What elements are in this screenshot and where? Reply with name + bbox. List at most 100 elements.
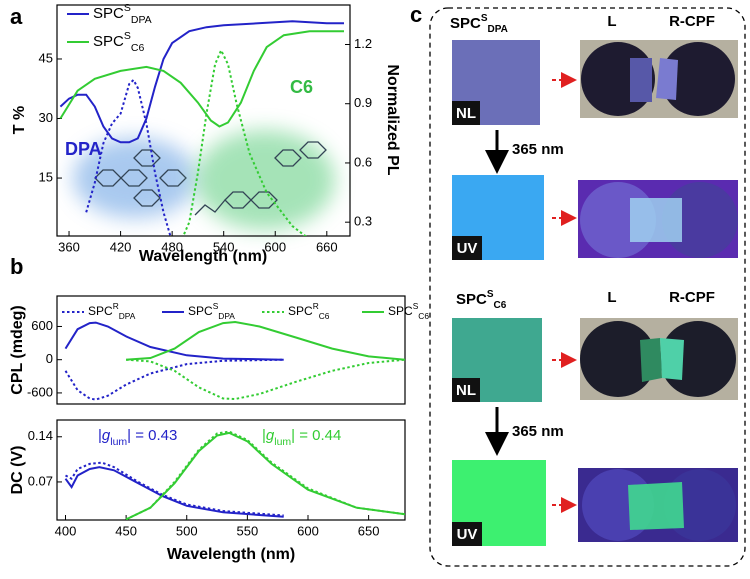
step-label: 365 nm <box>512 141 564 158</box>
y2-axis-label: Normalized PL <box>384 64 401 175</box>
x-tick-label: 450 <box>115 523 137 538</box>
legend-label: SPCRDPA <box>88 301 136 321</box>
annotation-part: | <box>98 427 102 444</box>
legend-sup: S <box>213 301 219 311</box>
y2-tick-label: 0.3 <box>354 214 372 229</box>
film-piece <box>628 482 684 530</box>
filter-disc <box>661 42 735 116</box>
legend-sup: R <box>113 301 119 311</box>
y-tick-label: -600 <box>27 384 53 399</box>
photo-tag <box>452 378 480 402</box>
film-piece <box>640 338 662 382</box>
series-line <box>59 30 344 128</box>
legend-sub: C6 <box>418 311 429 321</box>
x-axis-label: Wavelength (nm) <box>167 546 295 563</box>
series-line <box>64 466 284 518</box>
legend-name: SPC <box>88 304 113 318</box>
film-piece <box>660 338 684 380</box>
y-tick-label: 45 <box>39 50 53 65</box>
legend-name: SPC <box>93 5 124 22</box>
legend-label: SPCSC6 <box>93 30 144 54</box>
y-tick-label: 600 <box>31 318 53 333</box>
sample-heading: SPCSDPA <box>450 13 508 35</box>
photo-tag-label: NL <box>456 382 476 399</box>
panel-c: c SPCSDPA L R-CPF NL 365 nm UV SPCSC6 L … <box>410 2 746 567</box>
annotation-part: lum <box>110 436 127 448</box>
x-tick-label: 500 <box>176 523 198 538</box>
series-line <box>125 430 405 520</box>
filter-label: L <box>607 13 616 30</box>
legend-sup: S <box>124 30 131 42</box>
photo-tag <box>452 101 480 125</box>
annotation-part: | = 0.43 <box>127 427 177 444</box>
film-piece <box>630 58 652 102</box>
panel-label: c <box>410 2 422 27</box>
x-tick-label: 400 <box>55 523 77 538</box>
legend-label: SPCSDPA <box>188 301 235 321</box>
legend-sub: C6 <box>131 42 145 54</box>
legend-label: SPCSC6 <box>388 301 429 321</box>
photo-tag-label: UV <box>457 240 478 257</box>
sample-heading: SPCSC6 <box>456 289 507 311</box>
x-tick-label: 600 <box>297 523 319 538</box>
x-axis-label: Wavelength (nm) <box>139 248 267 265</box>
series-line <box>85 78 172 236</box>
annotation-part: g <box>266 427 275 444</box>
legend-name: SPC <box>188 304 213 318</box>
annotation-part: | = 0.44 <box>291 427 341 444</box>
plot-frame <box>56 295 406 405</box>
film-piece <box>656 58 678 100</box>
x-tick-label: 420 <box>110 239 132 254</box>
legend-label: SPCSDPA <box>93 2 152 26</box>
legend-sup: S <box>413 301 419 311</box>
panel-label: b <box>10 254 23 279</box>
x-tick-label: 550 <box>237 523 259 538</box>
film-piece <box>630 198 682 242</box>
legend-sup: S <box>124 2 131 14</box>
plot-frame <box>56 4 351 237</box>
legend-sup: R <box>313 301 319 311</box>
legend-sub: DPA <box>119 311 136 321</box>
legend-label: SPCRC6 <box>288 301 330 321</box>
y2-tick-label: 1.2 <box>354 36 372 51</box>
molecule-c6 <box>194 130 335 230</box>
y-tick-label: 0 <box>46 351 53 366</box>
legend-name: SPC <box>288 304 313 318</box>
y-axis-label: T % <box>11 106 28 134</box>
x-tick-label: 480 <box>161 239 183 254</box>
y-tick-label: 15 <box>39 169 53 184</box>
filter-label: R-CPF <box>669 289 715 306</box>
series-line <box>182 48 307 236</box>
annotation: DPA <box>65 139 102 159</box>
x-tick-label: 650 <box>358 523 380 538</box>
photo-tag-label: NL <box>456 105 476 122</box>
annotation: |glum| = 0.44 <box>262 427 341 448</box>
series-line <box>126 320 405 361</box>
filter-label: R-CPF <box>669 13 715 30</box>
legend-name: SPC <box>388 304 413 318</box>
molecule-dpa <box>73 138 197 218</box>
x-tick-label: 600 <box>264 239 286 254</box>
panel-border <box>429 7 746 567</box>
series-line <box>65 461 284 517</box>
legend-sub: DPA <box>218 311 235 321</box>
plot-frame <box>56 419 406 521</box>
x-tick-label: 360 <box>58 239 80 254</box>
x-tick-label: 540 <box>213 239 235 254</box>
photo-tag <box>452 236 482 260</box>
panel-label: a <box>10 4 23 29</box>
series-line <box>64 321 284 361</box>
y2-tick-label: 0.6 <box>354 154 372 169</box>
series-line <box>126 358 405 401</box>
annotation: C6 <box>290 77 313 97</box>
y-tick-label: 30 <box>39 110 53 125</box>
series-line <box>125 431 405 520</box>
legend-sub: C6 <box>319 311 330 321</box>
photo-tag <box>452 522 482 546</box>
x-tick-label: 660 <box>316 239 338 254</box>
series-line <box>64 358 284 401</box>
legend-name: SPC <box>93 33 124 50</box>
y2-tick-label: 0.9 <box>354 95 372 110</box>
annotation-part: lum <box>274 436 291 448</box>
